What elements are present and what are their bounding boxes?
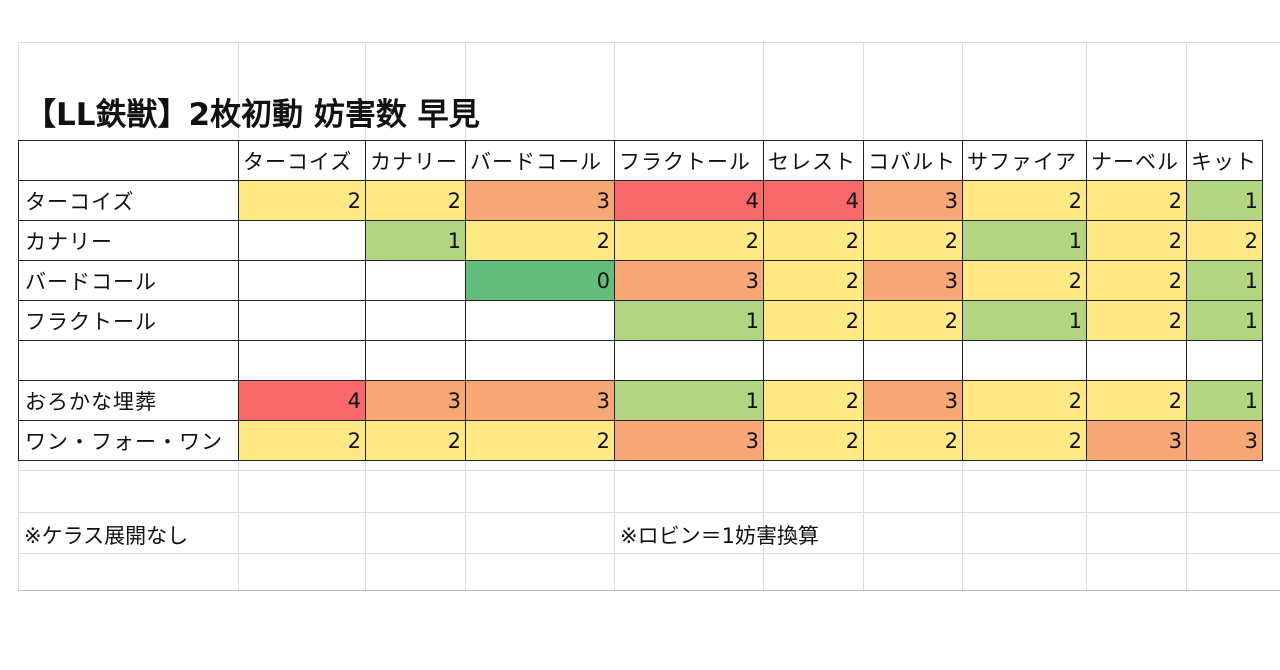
table-row: フラクトール 1 2 2 1 2 1 (18, 300, 1263, 341)
value-cell[interactable]: 2 (763, 380, 864, 421)
value-cell[interactable] (465, 300, 615, 341)
value-cell[interactable]: 2 (763, 220, 864, 261)
value-cell[interactable]: 2 (465, 420, 615, 461)
value-cell[interactable] (365, 300, 466, 341)
value-cell[interactable]: 2 (763, 260, 864, 301)
value-cell[interactable] (763, 340, 864, 381)
matchup-table: ターコイズ カナリー バードコール フラクトール セレスト コバルト サファイア ナーベル キッ… (18, 140, 1263, 461)
value-cell[interactable]: 2 (1086, 180, 1187, 221)
value-cell[interactable]: 3 (614, 260, 764, 301)
value-cell[interactable]: 1 (365, 220, 466, 261)
value-cell[interactable]: 0 (465, 260, 615, 301)
value-cell[interactable] (238, 260, 366, 301)
gridline (18, 42, 1280, 43)
note-no-kerasu: ※ケラス展開なし (24, 524, 189, 548)
value-cell[interactable]: 2 (365, 420, 466, 461)
value-cell[interactable] (238, 220, 366, 261)
value-cell[interactable] (1086, 340, 1187, 381)
value-cell[interactable]: 2 (863, 300, 963, 341)
value-cell[interactable]: 2 (763, 300, 864, 341)
value-cell[interactable] (962, 340, 1087, 381)
value-cell[interactable]: 2 (1086, 380, 1187, 421)
value-cell[interactable]: 3 (365, 380, 466, 421)
value-cell[interactable]: 2 (365, 180, 466, 221)
value-cell[interactable]: 1 (1186, 180, 1263, 221)
value-cell[interactable]: 2 (614, 220, 764, 261)
row-label[interactable] (18, 340, 239, 381)
value-cell[interactable]: 1 (614, 380, 764, 421)
value-cell[interactable] (365, 260, 466, 301)
value-cell[interactable]: 2 (962, 260, 1087, 301)
value-cell[interactable]: 3 (614, 420, 764, 461)
value-cell[interactable]: 4 (763, 180, 864, 221)
value-cell[interactable] (365, 340, 466, 381)
row-label[interactable]: カナリー (18, 220, 239, 261)
value-cell[interactable]: 2 (1086, 220, 1187, 261)
value-cell[interactable]: 1 (1186, 300, 1263, 341)
table-row: ワン・フォー・ワン 2 2 2 3 2 2 2 3 3 (18, 420, 1263, 461)
table-row: ターコイズ 2 2 3 4 4 3 2 2 1 (18, 180, 1263, 221)
gridline (18, 553, 1280, 554)
value-cell[interactable]: 3 (863, 180, 963, 221)
column-header[interactable]: キット (1186, 140, 1263, 181)
value-cell[interactable]: 1 (614, 300, 764, 341)
note-robin: ※ロビン＝1妨害換算 (620, 524, 819, 548)
row-label[interactable]: フラクトール (18, 300, 239, 341)
value-cell[interactable] (1186, 340, 1263, 381)
column-header[interactable]: サファイア (962, 140, 1087, 181)
value-cell[interactable]: 2 (238, 420, 366, 461)
column-header[interactable]: バードコール (465, 140, 615, 181)
value-cell[interactable]: 2 (863, 220, 963, 261)
value-cell[interactable] (465, 340, 615, 381)
value-cell[interactable]: 4 (238, 380, 366, 421)
column-header[interactable]: ターコイズ (238, 140, 366, 181)
value-cell[interactable]: 3 (1086, 420, 1187, 461)
gridline (18, 470, 1280, 471)
sheet-title: 【LL鉄獣】2枚初動 妨害数 早見 (25, 97, 480, 133)
table-row (18, 340, 1263, 381)
value-cell[interactable] (614, 340, 764, 381)
table-row: カナリー 1 2 2 2 2 1 2 2 (18, 220, 1263, 261)
table-row: おろかな埋葬 4 3 3 1 2 3 2 2 1 (18, 380, 1263, 421)
header-row: ターコイズ カナリー バードコール フラクトール セレスト コバルト サファイア ナーベル キッ… (18, 140, 1263, 181)
column-header[interactable]: フラクトール (614, 140, 764, 181)
value-cell[interactable] (863, 340, 963, 381)
value-cell[interactable]: 3 (465, 180, 615, 221)
row-label[interactable]: おろかな埋葬 (18, 380, 239, 421)
gridline (18, 512, 1280, 513)
sheet-bottom-edge (18, 590, 1280, 591)
value-cell[interactable]: 2 (1186, 220, 1263, 261)
value-cell[interactable]: 2 (863, 420, 963, 461)
value-cell[interactable] (238, 340, 366, 381)
value-cell[interactable]: 2 (962, 380, 1087, 421)
row-label[interactable]: ターコイズ (18, 180, 239, 221)
row-label[interactable]: バードコール (18, 260, 239, 301)
value-cell[interactable]: 1 (1186, 380, 1263, 421)
value-cell[interactable]: 2 (465, 220, 615, 261)
value-cell[interactable]: 1 (962, 300, 1087, 341)
table-row: バードコール 0 3 2 3 2 2 1 (18, 260, 1263, 301)
value-cell[interactable]: 2 (1086, 300, 1187, 341)
value-cell[interactable]: 4 (614, 180, 764, 221)
column-header[interactable]: カナリー (365, 140, 466, 181)
column-header[interactable]: ナーベル (1086, 140, 1187, 181)
value-cell[interactable]: 2 (238, 180, 366, 221)
row-label[interactable]: ワン・フォー・ワン (18, 420, 239, 461)
value-cell[interactable]: 1 (962, 220, 1087, 261)
value-cell[interactable]: 3 (863, 260, 963, 301)
value-cell[interactable]: 3 (465, 380, 615, 421)
column-header[interactable]: セレスト (763, 140, 864, 181)
column-header[interactable]: コバルト (863, 140, 963, 181)
value-cell[interactable]: 3 (1186, 420, 1263, 461)
value-cell[interactable]: 2 (1086, 260, 1187, 301)
value-cell[interactable] (238, 300, 366, 341)
value-cell[interactable]: 3 (863, 380, 963, 421)
value-cell[interactable]: 2 (962, 180, 1087, 221)
value-cell[interactable]: 1 (1186, 260, 1263, 301)
corner-cell[interactable] (18, 140, 239, 181)
value-cell[interactable]: 2 (962, 420, 1087, 461)
value-cell[interactable]: 2 (763, 420, 864, 461)
